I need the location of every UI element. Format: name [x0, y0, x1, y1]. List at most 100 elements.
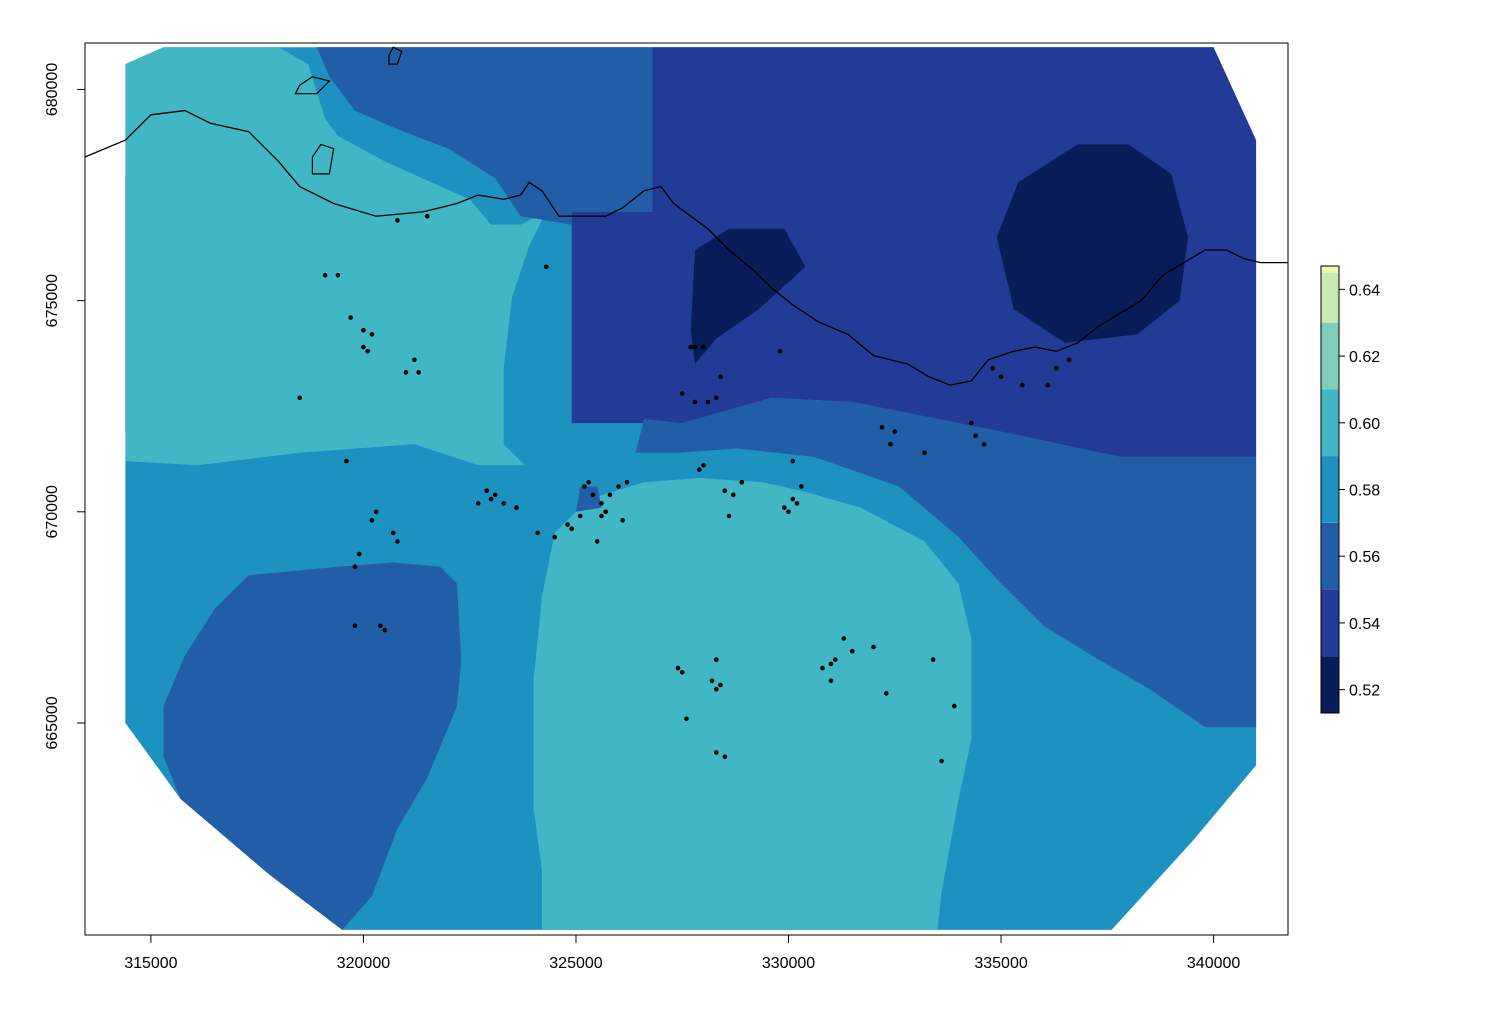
- raster-zone: [533, 478, 972, 930]
- sample-point: [922, 450, 927, 456]
- legend-tick-label: 0.54: [1349, 616, 1380, 633]
- raster-zone: [996, 144, 1189, 343]
- sample-point: [390, 530, 396, 536]
- sample-point: [705, 399, 711, 405]
- sample-point: [718, 682, 723, 688]
- sample-point: [675, 665, 681, 671]
- sample-point: [1020, 382, 1025, 388]
- x-tick-label: 335000: [974, 955, 1027, 972]
- sample-point: [412, 357, 417, 363]
- island-outline: [311, 143, 335, 175]
- sample-point: [969, 420, 974, 426]
- sample-point: [777, 349, 783, 354]
- sample-point: [514, 505, 519, 510]
- raster-zone: [576, 486, 602, 512]
- sample-point: [369, 518, 375, 523]
- sample-point: [718, 374, 723, 380]
- sample-point: [416, 370, 422, 375]
- sample-point: [582, 484, 587, 489]
- sample-point: [952, 703, 957, 709]
- sample-point: [998, 374, 1004, 380]
- x-axis: 315000 320000 325000 330000 335000 340000: [124, 934, 1240, 972]
- legend-color-band: [1321, 272, 1339, 323]
- sample-point: [973, 433, 978, 439]
- sample-point: [939, 758, 944, 764]
- sample-point: [543, 264, 549, 270]
- sample-point: [714, 750, 719, 755]
- sample-point: [369, 332, 375, 337]
- sample-point: [790, 458, 796, 464]
- sample-point: [884, 691, 889, 696]
- sample-point: [535, 530, 540, 536]
- legend-tick-label: 0.58: [1349, 483, 1380, 500]
- sample-point: [624, 479, 630, 485]
- sample-point: [590, 492, 596, 498]
- island-outline: [388, 46, 403, 65]
- sample-point: [565, 522, 570, 527]
- sample-point: [599, 513, 604, 519]
- island-outline: [294, 76, 331, 95]
- x-tick-label: 325000: [549, 955, 602, 972]
- legend-tick-label: 0.60: [1349, 416, 1380, 433]
- coastline: [85, 109, 1288, 386]
- sample-point: [361, 327, 366, 333]
- sample-point: [850, 648, 855, 654]
- sample-point: [714, 686, 719, 692]
- raster-zone: [690, 228, 806, 364]
- sample-point: [352, 564, 358, 569]
- y-tick-label: 665000: [44, 696, 61, 749]
- y-tick-label: 675000: [44, 274, 61, 327]
- sample-point: [679, 670, 685, 675]
- sample-point: [828, 661, 834, 667]
- sample-point: [688, 344, 694, 350]
- sample-point: [395, 218, 400, 223]
- legend-tick-label: 0.56: [1349, 549, 1380, 566]
- sample-point: [599, 501, 604, 506]
- legend-color-band: [1321, 389, 1339, 457]
- x-tick-label: 315000: [124, 955, 177, 972]
- sample-point: [403, 370, 409, 375]
- sample-point: [297, 395, 303, 401]
- legend-color-band: [1321, 522, 1339, 590]
- raster-zone: [163, 562, 462, 930]
- sample-point: [616, 484, 621, 489]
- legend-color-band: [1321, 322, 1339, 390]
- sample-point: [352, 623, 358, 629]
- sample-point: [356, 551, 362, 557]
- sample-point: [841, 636, 847, 641]
- sample-point: [501, 501, 507, 506]
- sample-point: [607, 492, 613, 498]
- sample-point: [714, 657, 719, 662]
- sample-point: [594, 539, 600, 544]
- sample-point: [981, 441, 987, 447]
- sample-point: [1045, 382, 1051, 388]
- y-tick-label: 670000: [44, 485, 61, 538]
- legend-tick-label: 0.62: [1349, 349, 1380, 366]
- sample-point: [484, 488, 490, 494]
- color-legend: 0.52 0.54 0.56 0.58 0.60 0.62 0.64: [1320, 265, 1380, 714]
- sample-point: [382, 627, 388, 633]
- sample-point: [828, 678, 834, 683]
- sample-point: [569, 526, 574, 531]
- legend-tick-label: 0.52: [1349, 683, 1380, 700]
- sample-point: [684, 716, 689, 722]
- sample-point: [697, 467, 702, 472]
- sample-point: [1054, 365, 1059, 371]
- sample-point: [892, 429, 898, 434]
- sample-point: [722, 488, 728, 494]
- sample-point: [679, 391, 685, 396]
- sample-point: [701, 344, 706, 350]
- sample-point: [726, 513, 732, 519]
- sample-point: [782, 505, 787, 510]
- sample-point: [709, 678, 715, 683]
- raster-zone: [635, 397, 1257, 728]
- sample-point: [930, 657, 936, 662]
- sample-point: [424, 213, 430, 219]
- sample-point: [790, 496, 796, 502]
- sample-point: [692, 344, 698, 350]
- raster-zone: [125, 47, 547, 466]
- legend-tick-label: 0.64: [1349, 282, 1380, 299]
- sample-point: [492, 492, 498, 498]
